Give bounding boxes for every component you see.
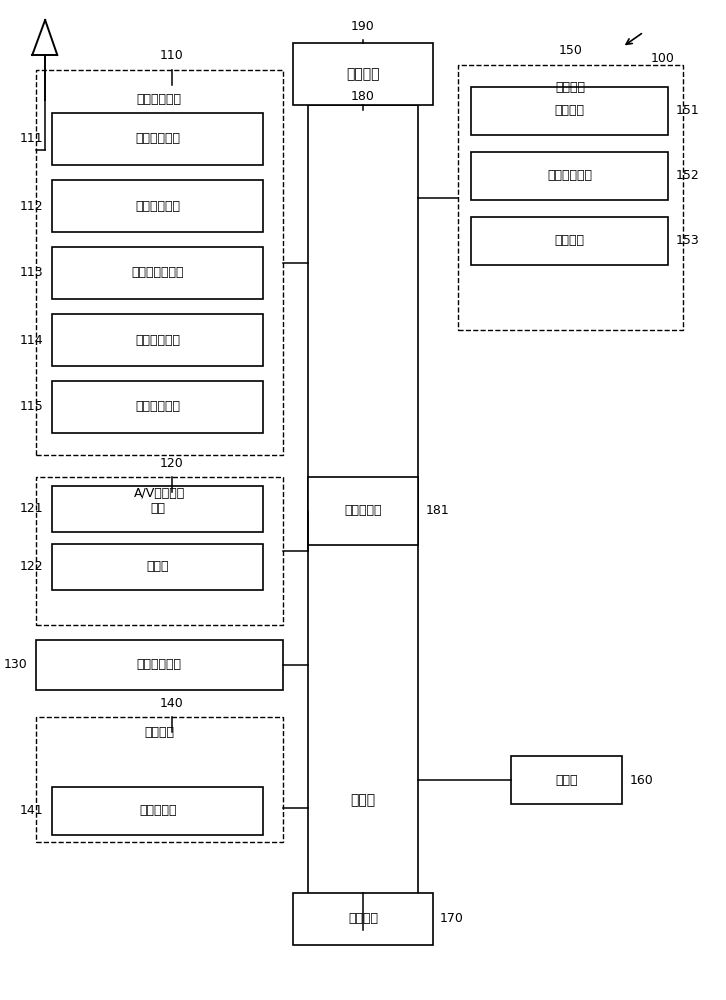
Text: 多媒体模块: 多媒体模块: [344, 504, 382, 518]
Bar: [308, 477, 418, 545]
Text: 120: 120: [160, 457, 184, 470]
Text: 170: 170: [440, 912, 464, 926]
Text: 121: 121: [20, 502, 44, 516]
Text: 麦克风: 麦克风: [147, 560, 169, 574]
Text: 150: 150: [559, 44, 583, 57]
Text: 141: 141: [20, 804, 44, 818]
Bar: [52, 486, 264, 532]
Bar: [52, 314, 264, 366]
Text: 190: 190: [351, 20, 375, 33]
Bar: [471, 217, 668, 265]
Bar: [293, 893, 433, 945]
Bar: [52, 113, 264, 165]
Text: 180: 180: [351, 90, 375, 103]
Text: 111: 111: [20, 132, 44, 145]
Text: 130: 130: [4, 658, 28, 672]
Text: 110: 110: [160, 49, 184, 62]
Bar: [52, 381, 264, 433]
Bar: [308, 105, 418, 930]
Text: 用户输入单元: 用户输入单元: [136, 658, 182, 672]
Text: A/V输入单元: A/V输入单元: [134, 487, 185, 500]
Text: 短程通信模块: 短程通信模块: [135, 334, 180, 347]
Bar: [36, 70, 282, 455]
Text: 位置信息模块: 位置信息模块: [135, 400, 180, 414]
Text: 存储器: 存储器: [555, 774, 578, 786]
Text: 无线通信单元: 无线通信单元: [136, 93, 182, 106]
Text: 115: 115: [20, 400, 44, 414]
Text: 112: 112: [20, 200, 44, 213]
Text: 接口单元: 接口单元: [348, 912, 378, 926]
Text: 显示单元: 显示单元: [555, 104, 584, 117]
Text: 控制器: 控制器: [351, 793, 375, 807]
Text: 输出单元: 输出单元: [555, 81, 585, 94]
Text: 153: 153: [675, 234, 699, 247]
Bar: [52, 787, 264, 835]
Bar: [52, 544, 264, 590]
Text: 电源单元: 电源单元: [346, 67, 380, 81]
Text: 无线互联网模块: 无线互联网模块: [131, 266, 184, 279]
Text: 152: 152: [675, 169, 699, 182]
Bar: [511, 756, 622, 804]
Text: 警报单元: 警报单元: [555, 234, 584, 247]
Text: 音频输出模块: 音频输出模块: [547, 169, 592, 182]
Text: 100: 100: [651, 52, 674, 65]
Bar: [36, 717, 282, 842]
Text: 113: 113: [20, 266, 44, 279]
Text: 160: 160: [629, 774, 653, 786]
Bar: [52, 247, 264, 299]
Bar: [471, 87, 668, 135]
Bar: [458, 65, 683, 330]
Text: 广播接收模块: 广播接收模块: [135, 132, 180, 145]
Text: 114: 114: [20, 334, 44, 347]
Text: 感测单元: 感测单元: [144, 726, 174, 739]
Text: 接近传感器: 接近传感器: [139, 804, 176, 818]
Text: 181: 181: [425, 504, 449, 518]
Text: 122: 122: [20, 560, 44, 574]
Text: 140: 140: [160, 697, 184, 710]
Text: 相机: 相机: [150, 502, 166, 516]
Bar: [293, 43, 433, 105]
Bar: [36, 477, 282, 625]
Text: 移动通信模块: 移动通信模块: [135, 200, 180, 213]
Bar: [36, 640, 282, 690]
Bar: [471, 152, 668, 200]
Bar: [52, 180, 264, 232]
Text: 151: 151: [675, 104, 699, 117]
